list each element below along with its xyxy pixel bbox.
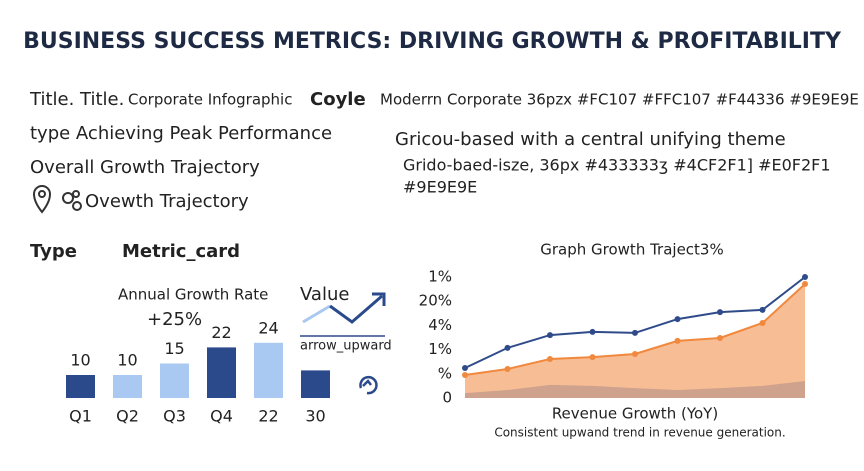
point [674,316,681,323]
y-tick-label: 4% [428,316,452,334]
point [632,329,638,336]
point [717,309,723,316]
info-text: type Achieving Peak Performance [30,123,332,144]
x-tick-label: Q2 [116,407,139,426]
bar [66,375,95,398]
data-label: 24 [258,318,278,337]
pin-icon [32,185,52,214]
trend-arrow-icon [302,292,386,324]
x-tick-label: Q3 [163,407,186,426]
area [465,284,805,398]
point [674,337,681,344]
point [462,372,468,379]
point [589,354,596,361]
refresh-icon [359,375,378,395]
bar [254,342,283,398]
bar [160,363,189,398]
point [547,332,553,339]
point [462,364,468,371]
info-text: Grido-baed-isze, 36px #433333ʒ #4CF2F1] … [403,156,831,175]
point [589,328,596,335]
x-tick-label: 22 [258,407,278,426]
info-text: Ovewth Trajectory [85,191,249,212]
icon-name: arrow_upward [300,339,392,354]
info-text: Overall Growth Trajectory [30,157,260,178]
x-tick-label: Q4 [210,407,233,426]
type-label: Type [30,241,77,262]
y-tick-label: 0 [442,389,452,407]
data-label: 10 [70,351,90,370]
info-text: Title. Title. [29,89,124,110]
point [759,319,766,326]
point [802,274,808,280]
point [504,365,511,372]
y-tick-label: 1% [428,268,452,286]
metric-value: +25% [147,309,202,330]
value-label: Value [300,284,349,305]
point [717,334,723,341]
info-text: #9E9E9E [403,178,477,197]
info-text: Moderrn Corporate 36pzx #FC107 #FFC107 #… [380,91,859,109]
x-axis-label: Revenue Growth (YoY) [552,405,718,423]
data-label: 10 [117,351,137,370]
point [632,350,638,357]
point [504,344,511,351]
caption: Consistent upwand trend in revenue gener… [494,426,785,440]
x-tick-label: 30 [305,407,325,426]
y-tick-label: % [438,364,452,382]
page-title: BUSINESS SUCCESS METRICS: DRIVING GROWTH… [23,29,842,54]
bar [301,370,330,398]
point [759,306,766,313]
metric-label: Annual Growth Rate [118,286,268,304]
x-tick-label: Q1 [69,407,92,426]
info-text: Coyle [310,89,366,110]
type-value: Metric_card [122,241,240,262]
point [547,356,553,363]
data-label: 22 [211,323,231,342]
info-text: Corporate Infographic [128,91,292,109]
y-tick-label: 1% [428,340,452,358]
gears-icon [62,190,82,211]
chart-title: Graph Growth Traject3% [540,241,723,259]
bar [207,347,236,398]
point [802,281,808,288]
data-label: 15 [164,339,184,358]
info-text: Gricou-based with a central unifying the… [395,129,786,150]
y-tick-label: 20% [419,292,452,310]
bar [113,375,142,398]
